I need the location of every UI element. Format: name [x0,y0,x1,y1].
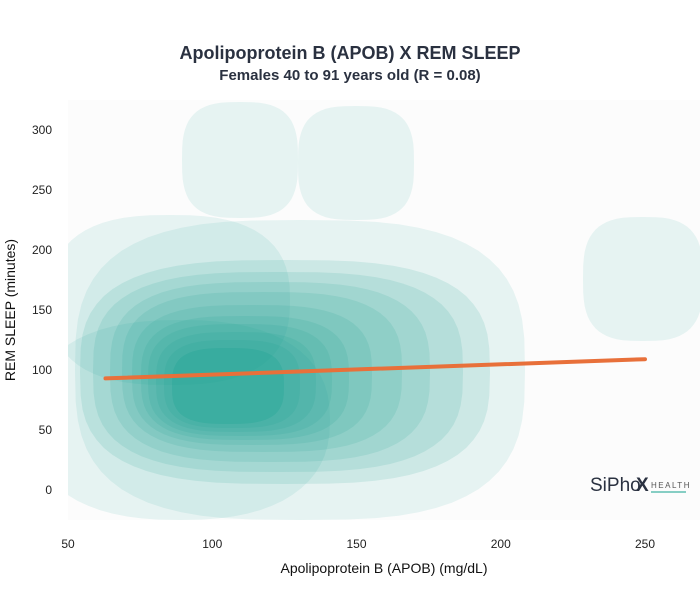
y-tick-label: 150 [32,303,52,317]
x-tick-label: 250 [635,537,655,551]
y-tick-label: 100 [32,363,52,377]
density-contour-outer [68,320,330,520]
y-tick-label: 0 [45,483,52,497]
y-tick-label: 200 [32,243,52,257]
x-axis-ticks: 50 100 150 200 250 [61,537,655,551]
density-island [583,217,700,341]
density-contour-outer [68,215,290,385]
density-contour-level [156,332,316,432]
y-tick-label: 300 [32,123,52,137]
density-island [298,106,414,220]
x-axis-label: Apolipoprotein B (APOB) (mg/dL) [281,560,488,576]
density-contours [68,102,700,520]
y-axis-label: REM SLEEP (minutes) [2,239,18,381]
density-island [182,102,298,218]
y-axis-ticks: 0 50 100 150 200 250 300 [32,123,52,497]
density-contour-level [141,316,349,440]
x-tick-label: 150 [346,537,366,551]
logo-x-mark: X [636,475,649,496]
y-tick-label: 250 [32,183,52,197]
density-contour-level [172,348,284,424]
chart-subtitle: Females 40 to 91 years old (R = 0.08) [219,67,480,84]
siphox-logo: SiPho X HEALTH [590,475,691,496]
density-contour-level [164,340,300,428]
trendline-layer [103,357,647,381]
x-tick-label: 50 [61,537,75,551]
logo-wordmark: SiPho [590,475,641,496]
y-tick-label: 50 [39,423,53,437]
density-contour-level [148,324,332,436]
logo-health: HEALTH [651,481,691,490]
x-tick-label: 200 [491,537,511,551]
plot-area [68,100,700,520]
trendline [103,357,647,381]
x-tick-label: 100 [202,537,222,551]
chart-title: Apolipoprotein B (APOB) X REM SLEEP [180,43,521,63]
